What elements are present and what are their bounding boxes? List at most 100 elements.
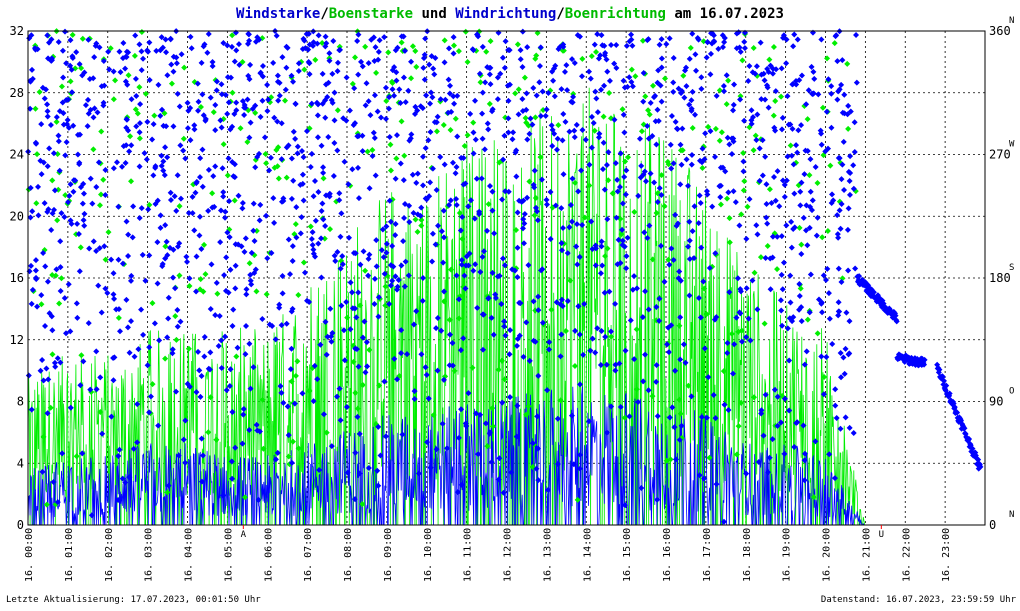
direction-point: [617, 150, 624, 157]
direction-point: [320, 175, 327, 182]
direction-point: [73, 300, 80, 307]
y-left-tick-label: 16: [10, 271, 24, 285]
direction-point: [688, 105, 695, 112]
direction-point: [119, 260, 126, 267]
direction-point: [312, 56, 319, 63]
direction-point: [355, 363, 362, 370]
direction-point: [770, 43, 777, 50]
direction-point: [365, 60, 372, 67]
direction-point: [27, 262, 34, 269]
direction-point: [161, 172, 168, 179]
direction-point: [804, 316, 811, 323]
direction-point: [164, 154, 171, 161]
direction-point: [741, 45, 748, 52]
x-tick-label: 16. 16:00: [662, 528, 673, 582]
direction-point: [552, 62, 559, 69]
direction-point: [169, 346, 176, 353]
direction-point: [738, 211, 745, 218]
direction-point: [514, 274, 521, 281]
direction-point: [102, 256, 109, 263]
direction-point: [608, 333, 615, 340]
direction-point: [783, 177, 790, 184]
direction-point: [423, 371, 430, 378]
direction-point: [697, 200, 704, 207]
direction-point: [452, 115, 459, 122]
direction-point: [462, 28, 469, 35]
direction-point: [152, 201, 159, 208]
direction-point: [160, 158, 167, 165]
direction-point: [486, 100, 493, 107]
direction-point: [414, 170, 421, 177]
direction-point: [730, 188, 737, 195]
direction-point: [835, 265, 842, 272]
direction-point: [196, 213, 203, 220]
direction-point: [394, 283, 401, 290]
direction-point: [828, 90, 835, 97]
direction-point: [678, 161, 685, 168]
direction-point: [532, 55, 539, 62]
direction-point: [186, 275, 193, 282]
direction-point: [809, 197, 816, 204]
direction-point: [689, 30, 696, 37]
direction-point: [306, 387, 313, 394]
direction-point: [67, 217, 74, 224]
direction-point: [789, 318, 796, 325]
direction-point: [230, 306, 237, 313]
direction-point: [370, 129, 377, 136]
direction-point: [220, 193, 227, 200]
direction-point: [446, 362, 453, 369]
direction-point: [231, 161, 238, 168]
direction-point: [458, 481, 465, 488]
direction-point: [594, 325, 601, 332]
direction-point: [605, 177, 612, 184]
direction-point: [555, 122, 562, 129]
direction-point: [787, 272, 794, 279]
y-left-tick-label: 20: [10, 209, 24, 223]
direction-point: [225, 155, 232, 162]
direction-point: [535, 372, 542, 379]
direction-point: [186, 282, 193, 289]
direction-point: [331, 117, 338, 124]
direction-point: [500, 156, 507, 163]
direction-point: [134, 110, 141, 117]
direction-point: [427, 100, 434, 107]
direction-point: [702, 130, 709, 137]
direction-point: [769, 233, 776, 240]
direction-point: [559, 224, 566, 231]
direction-point: [496, 272, 503, 279]
direction-point: [943, 382, 950, 389]
direction-point: [455, 315, 462, 322]
direction-point: [845, 351, 852, 358]
direction-point: [38, 301, 45, 308]
direction-point: [110, 96, 117, 103]
direction-point: [198, 373, 205, 380]
direction-point: [579, 55, 586, 62]
direction-point: [218, 365, 225, 372]
direction-point: [725, 77, 732, 84]
direction-point: [34, 303, 41, 310]
direction-point: [715, 45, 722, 52]
direction-point: [504, 82, 511, 89]
direction-point: [133, 123, 140, 130]
direction-point: [49, 271, 56, 278]
direction-point: [147, 393, 154, 400]
direction-point: [846, 178, 853, 185]
direction-point: [127, 277, 134, 284]
y-right-direction-label: S: [1009, 263, 1014, 273]
direction-point: [443, 445, 450, 452]
direction-point: [489, 108, 496, 115]
direction-point: [311, 362, 318, 369]
direction-point: [373, 69, 380, 76]
direction-point: [682, 359, 689, 366]
direction-point: [716, 87, 723, 94]
direction-point: [676, 436, 683, 443]
direction-point: [419, 297, 426, 304]
direction-point: [806, 309, 813, 316]
direction-point: [382, 84, 389, 91]
x-tick-label: 16. 11:00: [463, 528, 474, 582]
direction-point: [131, 52, 138, 59]
direction-point: [593, 48, 600, 55]
direction-point: [40, 433, 47, 440]
direction-point: [204, 49, 211, 56]
direction-point: [184, 258, 191, 265]
